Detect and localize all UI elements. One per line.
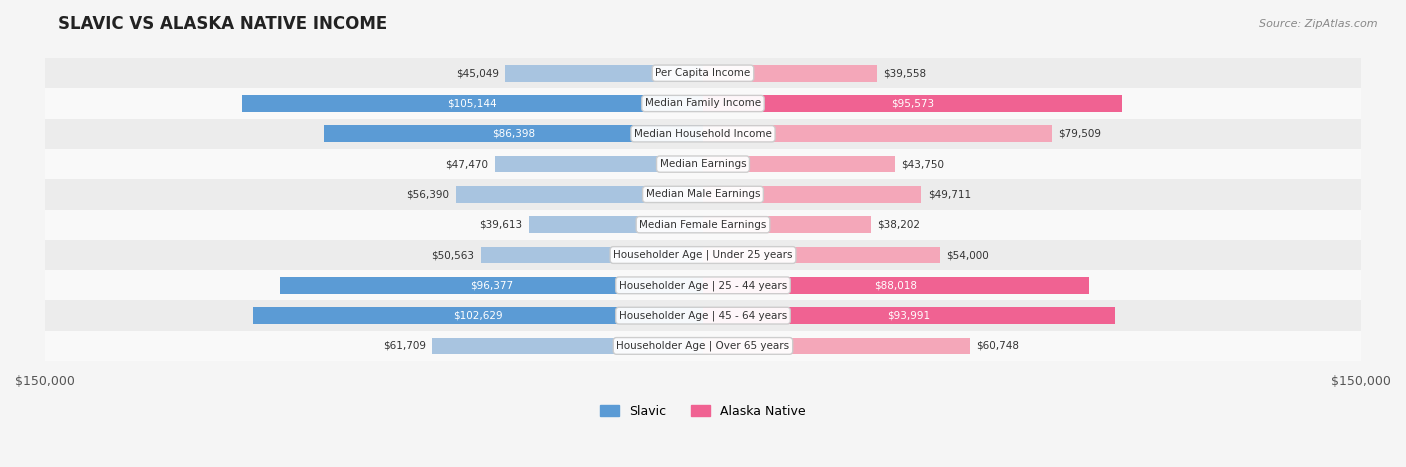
Text: $88,018: $88,018 bbox=[875, 280, 918, 290]
Legend: Slavic, Alaska Native: Slavic, Alaska Native bbox=[595, 400, 811, 423]
Bar bbox=[456, 186, 703, 203]
Bar bbox=[45, 240, 1361, 270]
Bar bbox=[703, 65, 876, 82]
Bar bbox=[703, 95, 1122, 112]
Text: Median Household Income: Median Household Income bbox=[634, 129, 772, 139]
Bar bbox=[45, 210, 1361, 240]
Text: $45,049: $45,049 bbox=[456, 68, 499, 78]
Bar bbox=[253, 307, 703, 324]
Text: $93,991: $93,991 bbox=[887, 311, 931, 321]
Text: $96,377: $96,377 bbox=[470, 280, 513, 290]
Text: $50,563: $50,563 bbox=[432, 250, 475, 260]
Bar bbox=[45, 149, 1361, 179]
Bar bbox=[703, 126, 1052, 142]
Bar bbox=[45, 119, 1361, 149]
Bar bbox=[505, 65, 703, 82]
Bar bbox=[703, 277, 1090, 294]
Bar bbox=[481, 247, 703, 263]
Bar bbox=[45, 331, 1361, 361]
Bar bbox=[432, 338, 703, 354]
Bar bbox=[703, 216, 870, 233]
Bar bbox=[495, 156, 703, 172]
Text: Householder Age | 25 - 44 years: Householder Age | 25 - 44 years bbox=[619, 280, 787, 290]
Text: Median Male Earnings: Median Male Earnings bbox=[645, 190, 761, 199]
Text: $43,750: $43,750 bbox=[901, 159, 945, 169]
Text: $102,629: $102,629 bbox=[453, 311, 503, 321]
Text: $49,711: $49,711 bbox=[928, 190, 970, 199]
Bar bbox=[45, 270, 1361, 300]
Text: $60,748: $60,748 bbox=[976, 341, 1019, 351]
Text: $56,390: $56,390 bbox=[406, 190, 449, 199]
Bar bbox=[703, 247, 939, 263]
Bar bbox=[703, 338, 970, 354]
Text: Median Female Earnings: Median Female Earnings bbox=[640, 219, 766, 230]
Text: Householder Age | 45 - 64 years: Householder Age | 45 - 64 years bbox=[619, 311, 787, 321]
Text: $39,558: $39,558 bbox=[883, 68, 927, 78]
Bar bbox=[703, 307, 1115, 324]
Bar bbox=[45, 300, 1361, 331]
Bar bbox=[45, 58, 1361, 88]
Bar bbox=[703, 156, 896, 172]
Text: $95,573: $95,573 bbox=[891, 99, 934, 108]
Bar bbox=[529, 216, 703, 233]
Bar bbox=[323, 126, 703, 142]
Text: $105,144: $105,144 bbox=[447, 99, 498, 108]
Text: Householder Age | Under 25 years: Householder Age | Under 25 years bbox=[613, 250, 793, 260]
Text: $79,509: $79,509 bbox=[1059, 129, 1101, 139]
Bar bbox=[242, 95, 703, 112]
Bar bbox=[45, 88, 1361, 119]
Text: Median Earnings: Median Earnings bbox=[659, 159, 747, 169]
Text: $86,398: $86,398 bbox=[492, 129, 536, 139]
Text: $61,709: $61,709 bbox=[382, 341, 426, 351]
Bar bbox=[280, 277, 703, 294]
Text: $39,613: $39,613 bbox=[479, 219, 523, 230]
Text: $54,000: $54,000 bbox=[946, 250, 990, 260]
Text: Householder Age | Over 65 years: Householder Age | Over 65 years bbox=[616, 341, 790, 351]
Bar bbox=[45, 179, 1361, 210]
Text: $47,470: $47,470 bbox=[446, 159, 488, 169]
Text: Source: ZipAtlas.com: Source: ZipAtlas.com bbox=[1260, 19, 1378, 28]
Text: Median Family Income: Median Family Income bbox=[645, 99, 761, 108]
Text: Per Capita Income: Per Capita Income bbox=[655, 68, 751, 78]
Text: $38,202: $38,202 bbox=[877, 219, 920, 230]
Text: SLAVIC VS ALASKA NATIVE INCOME: SLAVIC VS ALASKA NATIVE INCOME bbox=[58, 15, 387, 33]
Bar bbox=[703, 186, 921, 203]
